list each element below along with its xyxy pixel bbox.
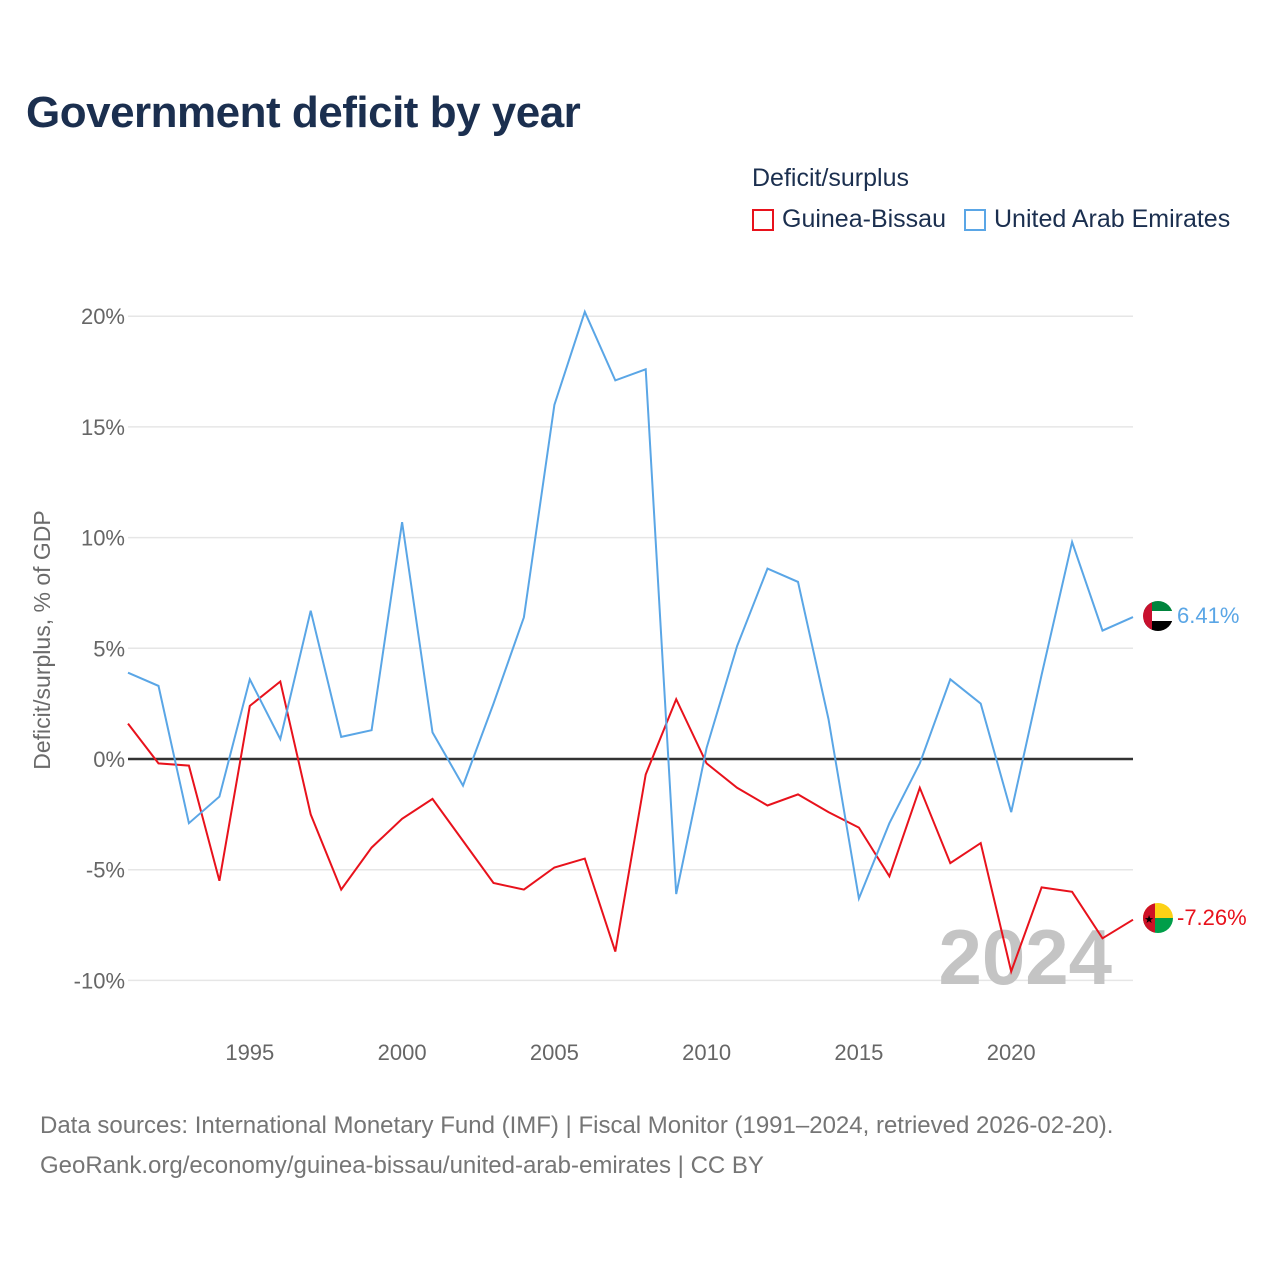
x-tick-label: 2010 xyxy=(682,1040,731,1065)
end-label-uae: 6.41% xyxy=(1177,603,1239,628)
grid-lines xyxy=(128,315,1133,982)
x-tick-label: 1995 xyxy=(225,1040,274,1065)
footer: Data sources: International Monetary Fun… xyxy=(40,1106,1113,1186)
x-tick-label: 2015 xyxy=(834,1040,883,1065)
guinea-bissau-flag-icon: ★ xyxy=(1143,903,1173,933)
y-tick-label: -10% xyxy=(74,968,125,993)
attribution-link[interactable]: GeoRank.org/economy/guinea-bissau/united… xyxy=(40,1152,764,1179)
series-line-guinea-bissau[interactable] xyxy=(127,679,1134,975)
legend: Guinea-Bissau United Arab Emirates xyxy=(752,205,1248,234)
year-watermark: 2024 xyxy=(938,913,1112,1001)
line-chart: -10% -5% 0% 5% 10% 15% 20% 1995 2000 2005 2010 201… xyxy=(29,304,1247,1065)
y-axis-ticks: -10% -5% 0% 5% 10% 15% 20% xyxy=(74,304,125,993)
y-tick-label: 20% xyxy=(81,304,125,329)
x-tick-label: 2020 xyxy=(987,1040,1036,1065)
x-tick-label: 2005 xyxy=(530,1040,579,1065)
series-layer xyxy=(127,309,1134,975)
legend-item-guinea-bissau[interactable]: Guinea-Bissau xyxy=(752,205,946,234)
uae-flag-icon xyxy=(1143,601,1173,631)
legend-label-uae: United Arab Emirates xyxy=(993,205,1231,233)
legend-swatch-guinea-bissau xyxy=(752,208,774,231)
data-sources: Data sources: International Monetary Fun… xyxy=(40,1112,1114,1139)
end-label-guinea-bissau: -7.26% xyxy=(1177,905,1247,930)
y-axis-label: Deficit/surplus, % of GDP xyxy=(29,510,55,769)
legend-item-uae[interactable]: United Arab Emirates xyxy=(963,205,1231,234)
series-line-united-arab-emirates[interactable] xyxy=(127,309,1134,903)
chart-title: Government deficit by year xyxy=(26,88,581,137)
y-tick-label: 5% xyxy=(93,636,125,661)
y-tick-label: -5% xyxy=(86,858,125,883)
legend-label-guinea-bissau: Guinea-Bissau xyxy=(782,205,946,233)
end-markers: ★ xyxy=(1143,601,1173,933)
y-tick-label: 0% xyxy=(93,747,125,772)
y-tick-label: 10% xyxy=(81,526,125,551)
legend-title: Deficit/surplus xyxy=(752,164,909,192)
y-tick-label: 15% xyxy=(81,415,125,440)
x-tick-label: 2000 xyxy=(378,1040,427,1065)
legend-swatch-uae xyxy=(963,208,986,231)
svg-text:★: ★ xyxy=(1144,914,1154,926)
x-axis-ticks: 1995 2000 2005 2010 2015 2020 xyxy=(225,1040,1035,1065)
